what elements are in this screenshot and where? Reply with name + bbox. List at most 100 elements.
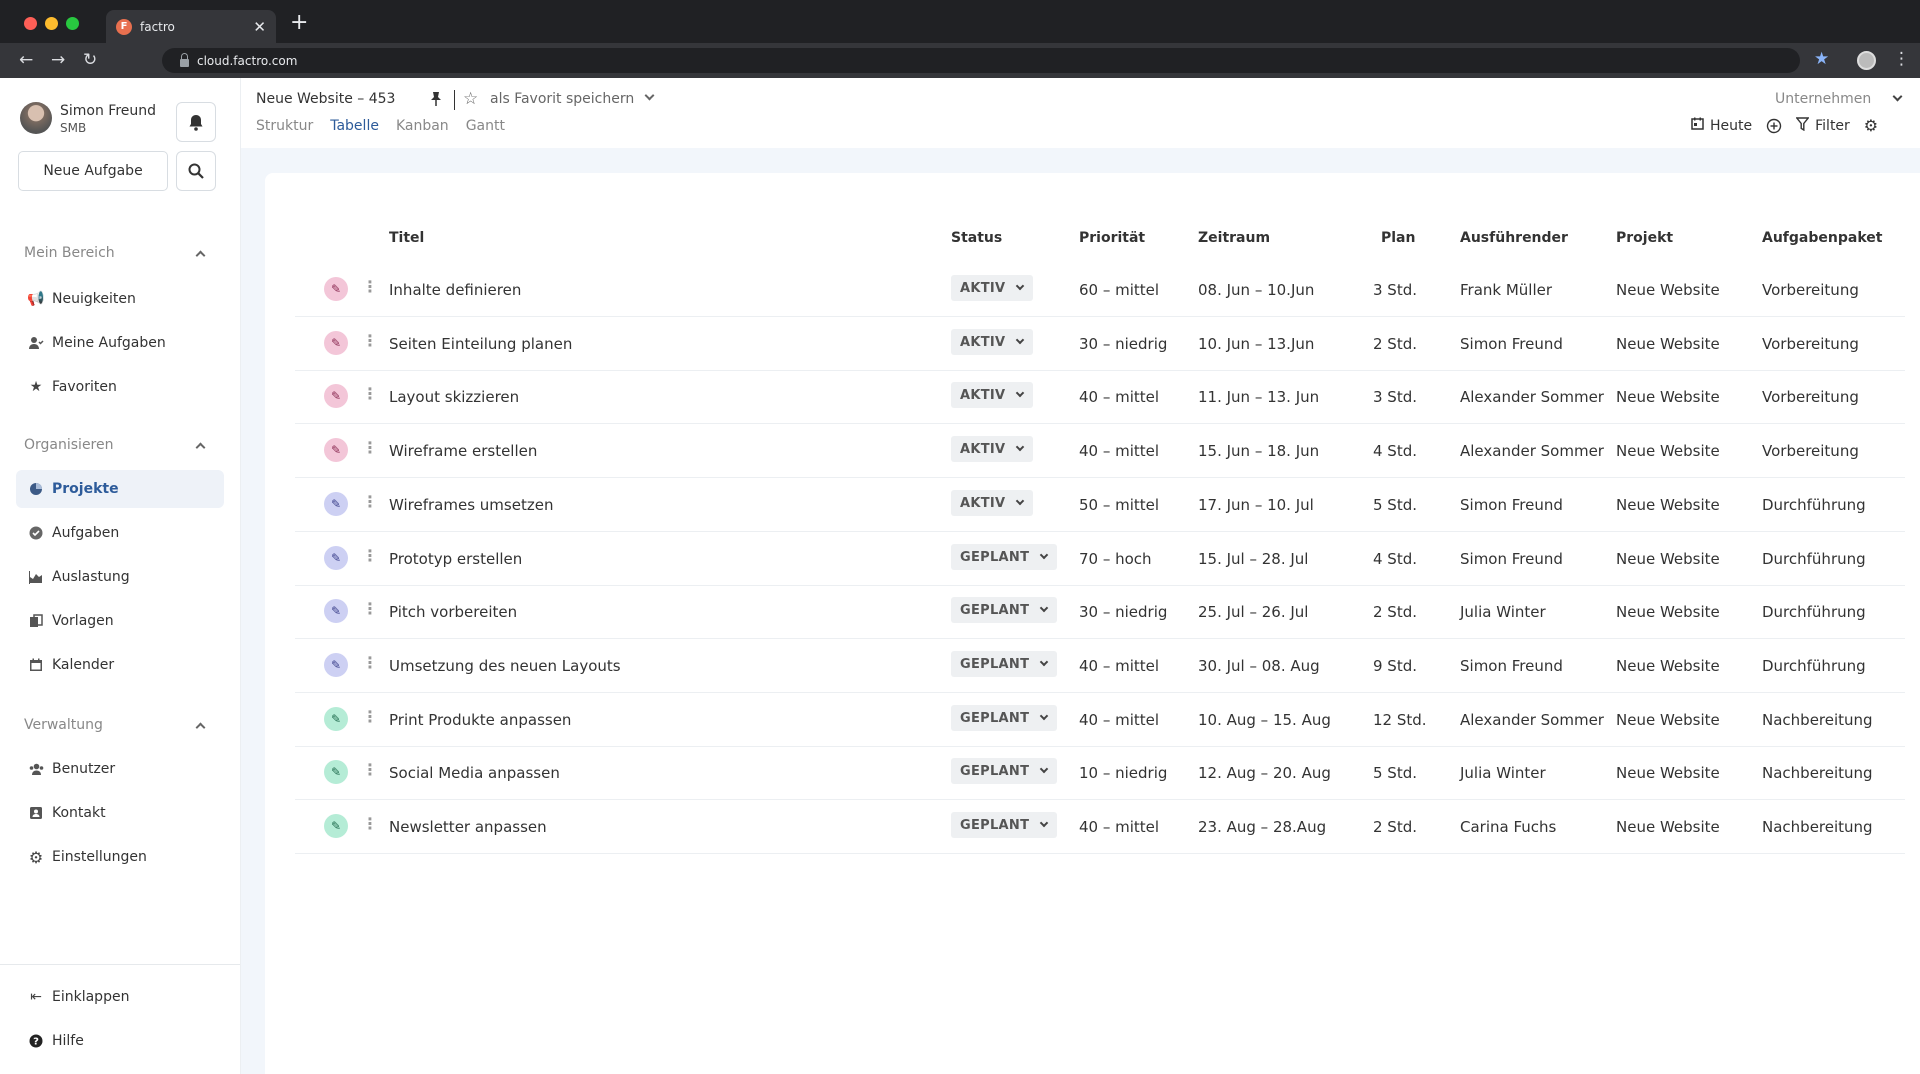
- star-outline-icon[interactable]: ☆: [463, 89, 479, 109]
- row-menu-icon[interactable]: ⋮: [362, 331, 378, 350]
- row-menu-icon[interactable]: ⋮: [362, 492, 378, 511]
- cell-titel[interactable]: Umsetzung des neuen Layouts: [389, 657, 621, 675]
- sidebar-item-benutzer[interactable]: Benutzer: [16, 750, 224, 788]
- close-window-button[interactable]: [24, 17, 37, 30]
- table-row[interactable]: ✎ ⋮ Print Produkte anpassen GEPLANT 40 – mit…: [295, 693, 1905, 747]
- section-organisieren[interactable]: Organisieren: [24, 437, 214, 453]
- edit-pencil-icon[interactable]: ✎: [324, 384, 348, 408]
- cell-titel[interactable]: Layout skizzieren: [389, 388, 520, 406]
- status-dropdown[interactable]: AKTIV: [951, 275, 1034, 301]
- cell-titel[interactable]: Seiten Einteilung planen: [389, 335, 573, 353]
- sidebar-item-meine-aufgaben[interactable]: Meine Aufgaben: [16, 324, 224, 362]
- reload-icon[interactable]: ↻: [83, 50, 98, 70]
- section-mein-bereich[interactable]: Mein Bereich: [24, 245, 214, 261]
- column-header-status[interactable]: Status: [951, 230, 1003, 246]
- sidebar-item-kalender[interactable]: Kalender: [16, 646, 224, 684]
- new-task-button[interactable]: Neue Aufgabe: [18, 151, 168, 191]
- chevron-down-icon[interactable]: [644, 90, 655, 101]
- notifications-button[interactable]: [176, 102, 216, 142]
- row-menu-icon[interactable]: ⋮: [362, 438, 378, 457]
- edit-pencil-icon[interactable]: ✎: [324, 707, 348, 731]
- column-header-projekt[interactable]: Projekt: [1616, 230, 1674, 246]
- cell-titel[interactable]: Social Media anpassen: [389, 764, 560, 782]
- tab-gantt[interactable]: Gantt: [465, 118, 505, 134]
- column-header-ausfuehrender[interactable]: Ausführender: [1460, 230, 1568, 246]
- table-row[interactable]: ✎ ⋮ Seiten Einteilung planen AKTIV 30 – nied…: [295, 317, 1905, 371]
- row-menu-icon[interactable]: ⋮: [362, 707, 378, 726]
- sidebar-item-favoriten[interactable]: ★ Favoriten: [16, 368, 224, 406]
- edit-pencil-icon[interactable]: ✎: [324, 277, 348, 301]
- maximize-window-button[interactable]: [66, 17, 79, 30]
- status-dropdown[interactable]: AKTIV: [951, 382, 1034, 408]
- cell-titel[interactable]: Wireframe erstellen: [389, 442, 538, 460]
- tab-kanban[interactable]: Kanban: [395, 118, 449, 134]
- close-tab-icon[interactable]: ✕: [253, 17, 266, 36]
- bookmark-star-icon[interactable]: ★: [1814, 49, 1830, 69]
- back-icon[interactable]: ←: [19, 50, 34, 70]
- profile-avatar[interactable]: [1857, 51, 1876, 70]
- column-header-aufgabenpaket[interactable]: Aufgabenpaket: [1762, 230, 1883, 246]
- row-menu-icon[interactable]: ⋮: [362, 814, 378, 833]
- edit-pencil-icon[interactable]: ✎: [324, 814, 348, 838]
- status-dropdown[interactable]: GEPLANT: [951, 812, 1058, 838]
- sidebar-item-kontakt[interactable]: Kontakt: [16, 794, 224, 832]
- avatar[interactable]: [20, 102, 52, 134]
- browser-tab[interactable]: F factro ✕: [106, 10, 276, 43]
- add-button[interactable]: [1766, 118, 1782, 134]
- edit-pencil-icon[interactable]: ✎: [324, 492, 348, 516]
- column-header-titel[interactable]: Titel: [389, 230, 425, 246]
- column-header-prioritaet[interactable]: Priorität: [1079, 230, 1146, 246]
- tab-struktur[interactable]: Struktur: [256, 118, 314, 134]
- edit-pencil-icon[interactable]: ✎: [324, 546, 348, 570]
- status-dropdown[interactable]: GEPLANT: [951, 544, 1058, 570]
- cell-titel[interactable]: Print Produkte anpassen: [389, 711, 572, 729]
- section-verwaltung[interactable]: Verwaltung: [24, 717, 214, 733]
- edit-pencil-icon[interactable]: ✎: [324, 331, 348, 355]
- edit-pencil-icon[interactable]: ✎: [324, 599, 348, 623]
- sidebar-item-aufgaben[interactable]: Aufgaben: [16, 514, 224, 552]
- sidebar-item-projekte[interactable]: Projekte: [16, 470, 224, 508]
- row-menu-icon[interactable]: ⋮: [362, 546, 378, 565]
- table-row[interactable]: ✎ ⋮ Social Media anpassen GEPLANT 10 – niedr…: [295, 746, 1905, 800]
- row-menu-icon[interactable]: ⋮: [362, 277, 378, 296]
- browser-menu-icon[interactable]: ⋮: [1893, 49, 1910, 69]
- cell-titel[interactable]: Wireframes umsetzen: [389, 496, 554, 514]
- table-row[interactable]: ✎ ⋮ Umsetzung des neuen Layouts GEPLANT 40 –…: [295, 639, 1905, 693]
- table-row[interactable]: ✎ ⋮ Wireframes umsetzen AKTIV 50 – mittel 17.…: [295, 478, 1905, 532]
- company-select[interactable]: Unternehmen: [1775, 91, 1872, 107]
- settings-button[interactable]: ⚙: [1864, 116, 1878, 135]
- status-dropdown[interactable]: AKTIV: [951, 490, 1034, 516]
- status-dropdown[interactable]: GEPLANT: [951, 758, 1058, 784]
- sidebar-item-neuigkeiten[interactable]: 📢 Neuigkeiten: [16, 280, 224, 318]
- chevron-down-icon[interactable]: [1892, 91, 1903, 102]
- column-header-zeitraum[interactable]: Zeitraum: [1198, 230, 1271, 246]
- status-dropdown[interactable]: GEPLANT: [951, 705, 1058, 731]
- row-menu-icon[interactable]: ⋮: [362, 653, 378, 672]
- sidebar-item-vorlagen[interactable]: Vorlagen: [16, 602, 224, 640]
- edit-pencil-icon[interactable]: ✎: [324, 653, 348, 677]
- table-row[interactable]: ✎ ⋮ Newsletter anpassen GEPLANT 40 – mittel 2…: [295, 800, 1905, 854]
- edit-pencil-icon[interactable]: ✎: [324, 438, 348, 462]
- favorite-button[interactable]: als Favorit speichern: [490, 91, 635, 107]
- today-button[interactable]: Heute: [1691, 117, 1752, 134]
- cell-titel[interactable]: Inhalte definieren: [389, 281, 522, 299]
- cell-titel[interactable]: Newsletter anpassen: [389, 818, 547, 836]
- status-dropdown[interactable]: GEPLANT: [951, 597, 1058, 623]
- pin-icon[interactable]: [430, 91, 442, 110]
- table-row[interactable]: ✎ ⋮ Prototyp erstellen GEPLANT 70 – hoch 15. …: [295, 532, 1905, 586]
- row-menu-icon[interactable]: ⋮: [362, 760, 378, 779]
- cell-titel[interactable]: Pitch vorbereiten: [389, 603, 518, 621]
- minimize-window-button[interactable]: [45, 17, 58, 30]
- cell-titel[interactable]: Prototyp erstellen: [389, 550, 523, 568]
- new-tab-icon[interactable]: +: [290, 10, 309, 35]
- table-row[interactable]: ✎ ⋮ Layout skizzieren AKTIV 40 – mittel 11. J…: [295, 370, 1905, 424]
- column-header-plan[interactable]: Plan: [1381, 230, 1416, 246]
- filter-button[interactable]: Filter: [1795, 116, 1850, 135]
- search-button[interactable]: [176, 151, 216, 191]
- collapse-sidebar-button[interactable]: ⇤ Einklappen: [16, 978, 224, 1016]
- tab-tabelle[interactable]: Tabelle: [330, 118, 379, 134]
- table-row[interactable]: ✎ ⋮ Inhalte definieren AKTIV 60 – mittel 08. …: [295, 263, 1905, 317]
- row-menu-icon[interactable]: ⋮: [362, 599, 378, 618]
- sidebar-item-einstellungen[interactable]: ⚙ Einstellungen: [16, 838, 224, 876]
- table-row[interactable]: ✎ ⋮ Pitch vorbereiten GEPLANT 30 – niedrig 25…: [295, 585, 1905, 639]
